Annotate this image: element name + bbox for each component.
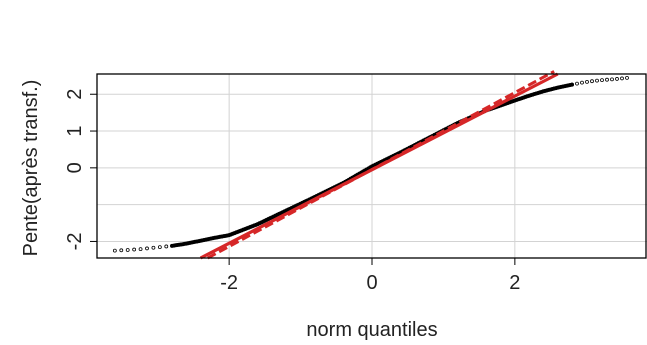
qq-point xyxy=(590,79,594,84)
sample-points xyxy=(112,76,629,253)
qq-point xyxy=(151,245,156,250)
qq-point xyxy=(112,248,117,253)
qq-point xyxy=(595,78,599,83)
y-tick-label: -2 xyxy=(64,233,86,251)
qq-point xyxy=(138,247,143,251)
qq-point xyxy=(625,76,629,80)
qq-point xyxy=(605,77,609,82)
qq-point xyxy=(585,79,589,84)
qq-point xyxy=(164,244,169,249)
qq-point xyxy=(570,82,574,87)
x-tick-label: 2 xyxy=(509,272,520,294)
qq-point xyxy=(125,248,130,252)
x-tick-label: -2 xyxy=(220,272,238,294)
y-tick-label: 1 xyxy=(64,125,86,136)
confidence-band-line xyxy=(207,70,555,260)
y-axis-label: Pente(après transf.) xyxy=(20,80,42,257)
qq-point xyxy=(145,246,149,251)
qq-point xyxy=(600,78,604,83)
qq-point xyxy=(610,77,614,82)
reference-line xyxy=(199,72,559,260)
qq-point xyxy=(580,80,584,85)
qq-point xyxy=(615,77,619,81)
qq-point xyxy=(575,81,579,86)
qq-point xyxy=(119,248,124,253)
y-tick-label: 0 xyxy=(64,162,86,173)
qq-point xyxy=(157,245,162,250)
y-tick-label: 2 xyxy=(64,89,86,100)
x-tick-label: 0 xyxy=(366,272,377,294)
x-axis-label: norm quantiles xyxy=(306,319,437,341)
reference-lines xyxy=(199,70,559,260)
axis-ticks: -2 0 2 -2 0 1 2 xyxy=(64,89,520,294)
qq-point xyxy=(132,247,137,252)
qq-point xyxy=(620,76,624,81)
